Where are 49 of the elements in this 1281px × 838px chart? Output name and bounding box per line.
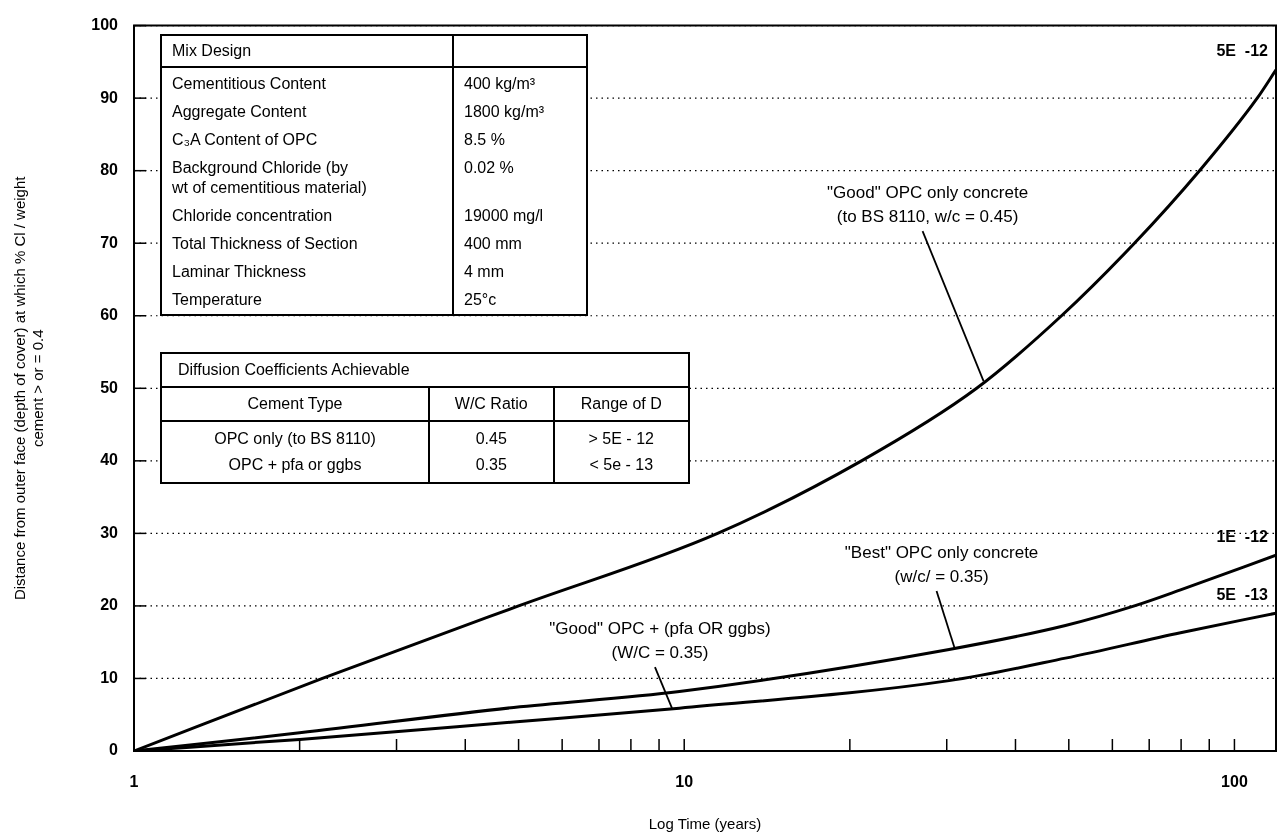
text: Mix Design (161, 35, 453, 67)
y-tick-label: 80 (100, 161, 119, 179)
annotation: > 5E - 12 (587, 429, 655, 449)
y-tick-label: 70 (100, 233, 119, 251)
annotation: 8.5 % (463, 130, 506, 150)
series-label: 1E -12 (1216, 527, 1269, 545)
category-label: Background Chloride (by wt of cementitious material) (161, 154, 453, 202)
category-label: Total Thickness of Section (161, 230, 453, 258)
text: Diffusion Coefficients Achievable (161, 353, 689, 387)
annotation: 0.35 (429, 452, 554, 483)
annotation: < 5e - 13 (588, 455, 655, 475)
annotation: "Best" OPC only concrete (w/c/ = 0.35) (844, 542, 1039, 586)
annotation: 25°c (463, 290, 498, 310)
x-tick-label: 10 (675, 773, 694, 791)
annotation: 0.45 (429, 421, 554, 452)
x-tick-label: 1 (129, 773, 139, 791)
annotation: "Good" OPC + (pfa OR ggbs) (W/C = 0.35) (549, 618, 771, 662)
annotation: 4 mm (463, 262, 505, 282)
category-label: Aggregate Content (161, 98, 453, 126)
series-label: 5E -12 (1216, 42, 1269, 60)
annotation: OPC + pfa or ggbs (161, 452, 429, 483)
annotation: 0.02 % (463, 158, 515, 178)
category-label: Cement Type (161, 387, 429, 421)
annotation: "Good" OPC only concrete (to BS 8110, w/c = 0.45) (827, 182, 1029, 226)
category-label: W/C Ratio (429, 387, 554, 421)
y-tick-label: 60 (100, 306, 119, 324)
y-tick-label: 30 (100, 523, 119, 541)
category-label: Range of D (579, 394, 663, 414)
annotation: OPC only (to BS 8110) (161, 421, 429, 452)
category-label: C₃A Content of OPC (161, 126, 453, 154)
x-tick-label: 100 (1221, 773, 1248, 791)
annotation: 400 kg/m³ (463, 74, 537, 94)
y-tick-label: 0 (109, 741, 119, 759)
series-label: 5E -13 (1216, 585, 1269, 603)
category-label: Temperature (161, 286, 453, 315)
y-tick-label: 50 (100, 378, 119, 396)
x-axis-title: Log Time (years) (648, 815, 762, 833)
y-tick-label: 20 (100, 596, 119, 614)
y-tick-label: 100 (91, 16, 119, 34)
annotation: 400 mm (463, 234, 523, 254)
category-label: Cementitious Content (161, 67, 453, 98)
annotation: 19000 mg/l (463, 206, 545, 226)
y-tick-label: 40 (100, 451, 119, 469)
y-tick-label: 10 (100, 668, 119, 686)
category-label: Chloride concentration (161, 202, 453, 230)
category-label: Laminar Thickness (161, 258, 453, 286)
y-axis-title: Distance from outer face (depth of cover) at which % Cl / weight cement > or = 0.4 (11, 175, 47, 601)
annotation: 1800 kg/m³ (463, 102, 546, 122)
y-tick-label: 90 (100, 88, 119, 106)
